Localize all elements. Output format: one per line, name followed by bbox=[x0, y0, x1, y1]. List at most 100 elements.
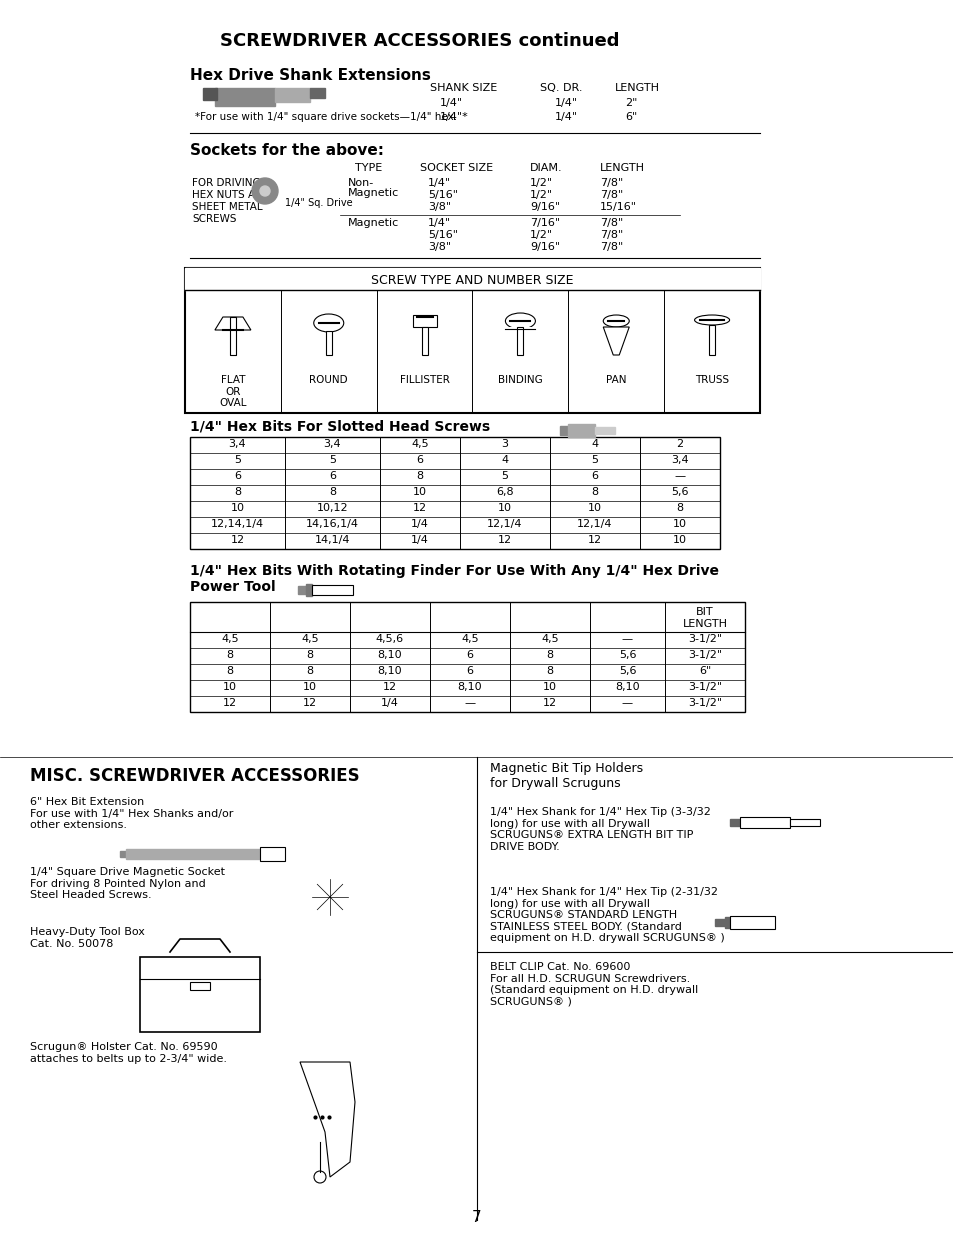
Bar bbox=[190, 601, 744, 713]
Text: 14,16,1/4: 14,16,1/4 bbox=[306, 519, 358, 529]
Polygon shape bbox=[740, 818, 789, 827]
Text: 3-1/2": 3-1/2" bbox=[687, 634, 721, 643]
Bar bbox=[185, 268, 760, 290]
Text: Magnetic: Magnetic bbox=[348, 219, 399, 228]
Polygon shape bbox=[120, 851, 126, 857]
Text: 6: 6 bbox=[233, 471, 241, 480]
Text: 1/4" Hex Shank for 1/4" Hex Tip (3-3/32
long) for use with all Drywall
SCRUGUNS®: 1/4" Hex Shank for 1/4" Hex Tip (3-3/32 … bbox=[490, 806, 710, 852]
Text: 4: 4 bbox=[591, 438, 598, 450]
Text: 1/4": 1/4" bbox=[428, 178, 451, 188]
Text: 4,5: 4,5 bbox=[411, 438, 428, 450]
Text: 1/4": 1/4" bbox=[555, 98, 578, 107]
Bar bbox=[140, 957, 260, 1032]
Text: 4,5: 4,5 bbox=[540, 634, 558, 643]
Text: SHANK SIZE: SHANK SIZE bbox=[430, 83, 497, 93]
Polygon shape bbox=[567, 424, 595, 437]
Text: 12: 12 bbox=[542, 698, 557, 708]
Ellipse shape bbox=[694, 315, 729, 325]
Text: 5,6: 5,6 bbox=[618, 666, 636, 676]
Text: MISC. SCREWDRIVER ACCESSORIES: MISC. SCREWDRIVER ACCESSORIES bbox=[30, 767, 359, 785]
Text: 7/16": 7/16" bbox=[530, 219, 559, 228]
Text: 3,4: 3,4 bbox=[671, 454, 688, 466]
Polygon shape bbox=[299, 1062, 355, 1177]
Bar bbox=[190, 437, 720, 550]
Text: 3-1/2": 3-1/2" bbox=[687, 682, 721, 692]
Text: ROUND: ROUND bbox=[309, 375, 348, 385]
Text: 1/4": 1/4" bbox=[439, 98, 462, 107]
Text: 8: 8 bbox=[546, 666, 553, 676]
Circle shape bbox=[305, 872, 355, 923]
Text: SCREW TYPE AND NUMBER SIZE: SCREW TYPE AND NUMBER SIZE bbox=[371, 274, 573, 288]
Polygon shape bbox=[708, 325, 715, 354]
Text: 12: 12 bbox=[497, 535, 512, 545]
Text: Hex Drive Shank Extensions: Hex Drive Shank Extensions bbox=[190, 68, 431, 83]
Text: 12,1/4: 12,1/4 bbox=[577, 519, 612, 529]
Text: 3-1/2": 3-1/2" bbox=[687, 698, 721, 708]
Text: 1/4" Square Drive Magnetic Socket
For driving 8 Pointed Nylon and
Steel Headed S: 1/4" Square Drive Magnetic Socket For dr… bbox=[30, 867, 225, 900]
Text: 5,6: 5,6 bbox=[618, 650, 636, 659]
Text: 3: 3 bbox=[501, 438, 508, 450]
Text: FLAT
OR
OVAL: FLAT OR OVAL bbox=[219, 375, 247, 409]
Text: Magnetic: Magnetic bbox=[348, 188, 399, 198]
Polygon shape bbox=[412, 315, 436, 327]
Bar bbox=[214, 88, 274, 106]
Text: 14,1/4: 14,1/4 bbox=[314, 535, 350, 545]
Text: 7/8": 7/8" bbox=[599, 242, 622, 252]
Polygon shape bbox=[517, 327, 523, 354]
Polygon shape bbox=[789, 819, 820, 826]
Text: LENGTH: LENGTH bbox=[599, 163, 644, 173]
Text: 8: 8 bbox=[306, 650, 314, 659]
Text: 8,10: 8,10 bbox=[457, 682, 482, 692]
Polygon shape bbox=[312, 585, 353, 595]
Text: 6: 6 bbox=[591, 471, 598, 480]
Text: 8: 8 bbox=[226, 650, 233, 659]
Text: 5: 5 bbox=[329, 454, 335, 466]
Text: 10: 10 bbox=[231, 503, 244, 513]
Bar bbox=[185, 268, 760, 412]
Polygon shape bbox=[559, 426, 567, 435]
Ellipse shape bbox=[314, 314, 343, 332]
Text: Scrugun® Holster Cat. No. 69590
attaches to belts up to 2-3/4" wide.: Scrugun® Holster Cat. No. 69590 attaches… bbox=[30, 1042, 227, 1063]
Text: 7: 7 bbox=[472, 1210, 481, 1225]
Text: 3/8": 3/8" bbox=[428, 242, 451, 252]
Text: 12: 12 bbox=[382, 682, 396, 692]
Text: BELT CLIP Cat. No. 69600
For all H.D. SCRUGUN Screwdrivers.
(Standard equipment : BELT CLIP Cat. No. 69600 For all H.D. SC… bbox=[490, 962, 698, 1007]
Bar bbox=[274, 88, 310, 103]
Text: 6: 6 bbox=[466, 650, 473, 659]
Text: 5,6: 5,6 bbox=[671, 487, 688, 496]
Text: 8: 8 bbox=[546, 650, 553, 659]
Polygon shape bbox=[325, 331, 332, 354]
Text: 4,5: 4,5 bbox=[301, 634, 318, 643]
Text: 12: 12 bbox=[413, 503, 427, 513]
Polygon shape bbox=[505, 327, 535, 332]
Text: 5/16": 5/16" bbox=[428, 190, 457, 200]
Polygon shape bbox=[421, 327, 427, 354]
Text: 1/4" Hex Bits For Slotted Head Screws: 1/4" Hex Bits For Slotted Head Screws bbox=[190, 420, 490, 433]
Text: 6": 6" bbox=[624, 112, 637, 122]
Ellipse shape bbox=[602, 315, 629, 327]
Text: TYPE: TYPE bbox=[355, 163, 382, 173]
Polygon shape bbox=[595, 427, 615, 433]
Polygon shape bbox=[260, 847, 285, 861]
Text: 10: 10 bbox=[303, 682, 316, 692]
Text: 8: 8 bbox=[416, 471, 423, 480]
Text: FILLISTER: FILLISTER bbox=[399, 375, 449, 385]
Polygon shape bbox=[724, 918, 729, 927]
Text: 4,5,6: 4,5,6 bbox=[375, 634, 404, 643]
Text: Sockets for the above:: Sockets for the above: bbox=[190, 143, 384, 158]
Bar bbox=[203, 88, 216, 100]
Text: 8: 8 bbox=[329, 487, 335, 496]
Text: 6: 6 bbox=[466, 666, 473, 676]
Text: 9/16": 9/16" bbox=[530, 242, 559, 252]
Text: 7/8": 7/8" bbox=[599, 178, 622, 188]
Text: Heavy-Duty Tool Box
Cat. No. 50078: Heavy-Duty Tool Box Cat. No. 50078 bbox=[30, 927, 145, 948]
Text: HEX NUTS AND: HEX NUTS AND bbox=[192, 190, 271, 200]
Text: 3,4: 3,4 bbox=[229, 438, 246, 450]
Text: 7/8": 7/8" bbox=[599, 230, 622, 240]
Text: 12: 12 bbox=[303, 698, 316, 708]
Polygon shape bbox=[230, 317, 235, 354]
Text: 10,12: 10,12 bbox=[316, 503, 348, 513]
Text: 8: 8 bbox=[306, 666, 314, 676]
Text: 6: 6 bbox=[329, 471, 335, 480]
Text: 6" Hex Bit Extension
For use with 1/4" Hex Shanks and/or
other extensions.: 6" Hex Bit Extension For use with 1/4" H… bbox=[30, 797, 233, 830]
